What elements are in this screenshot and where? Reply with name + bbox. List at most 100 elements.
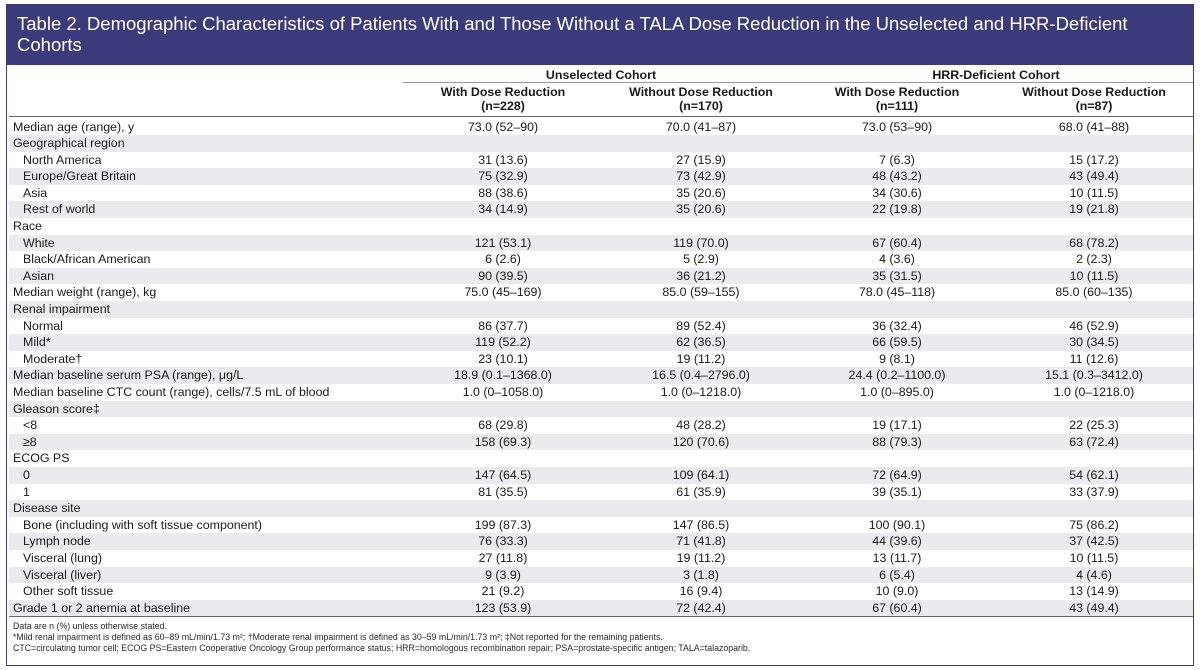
value-cell: 199 (87.3) [474,517,532,532]
value-cell: 66 (59.5) [799,334,995,351]
row-label: <8 [23,418,38,433]
value-cell: 37 (42.5) [995,533,1193,550]
value-cell: 1.0 (0–895.0) [860,385,934,399]
value-cell: 78.0 (45–118) [858,285,936,300]
row-label: 1 [23,484,30,499]
value-cell: 85.0 (59–155) [662,285,740,300]
value-cell: 120 (70.6) [603,433,799,451]
table-row: North America 31 (13.6) 27 (15.9) 7 (6.3) 15… [9,152,1193,169]
row-label: Asia [23,185,48,200]
table-row: Lymph node 76 (33.3) 71 (41.8) 44 (39.6) 37 … [9,533,1193,550]
value-cell: 10 (11.5) [1069,550,1119,565]
table-row: Grade 1 or 2 anemia at baseline 123 (53.9… [9,599,1193,618]
value-cell: 19 (11.2) [676,550,726,565]
value-cell: 6 (5.4) [799,566,995,584]
value-cell: 147 (64.5) [403,466,603,484]
value-cell: 54 (62.1) [995,466,1193,484]
value-cell: 11 (12.6) [1069,351,1119,366]
value-cell: 90 (39.5) [403,267,603,285]
value-cell: 147 (86.5) [672,517,730,532]
value-cell: 67 (60.4) [799,234,995,252]
value-cell: 21 (9.2) [481,584,525,599]
value-cell: 35 (20.6) [603,201,799,219]
value-cell [799,450,995,467]
table-row: ≥8 158 (69.3) 120 (70.6) 88 (79.3) 63 (72.4) [9,433,1193,451]
table-row: Normal 86 (37.7) 89 (52.4) 36 (32.4) 46 (52.… [9,318,1193,335]
value-cell: 119 (52.2) [403,334,603,351]
value-cell: 72 (64.9) [799,466,995,484]
value-cell [799,218,995,235]
value-cell: 81 (35.5) [478,484,528,499]
empty-header-cell [9,65,403,83]
category-label: Geographical region [9,135,403,152]
value-cell [403,500,603,517]
value-cell: 72 (42.4) [603,599,799,618]
row-label: Median baseline CTC count (range), cells… [13,385,330,399]
row-label: Visceral (liver) [9,566,403,584]
value-cell: 43 (49.4) [995,599,1193,618]
value-cell [403,450,603,467]
value-cell: 9 (8.1) [879,351,915,366]
value-cell: 31 (13.6) [478,152,528,167]
value-cell [603,500,799,517]
empty-header-cell [9,83,403,117]
value-cell: 123 (53.9) [403,599,603,618]
value-cell: 19 (11.2) [676,351,726,366]
table-row: Asian 90 (39.5) 36 (21.2) 35 (31.5) 10 (11.5… [9,267,1193,285]
value-cell: 23 (10.1) [478,351,528,366]
footnote: *Mild renal impairment is defined as 60–… [13,632,663,643]
table-frame: Table 2. Demographic Characteristics of … [6,4,1194,666]
table-row: Median weight (range), kg 75.0 (45–169) 85… [9,284,1193,301]
value-cell: 19 (17.1) [872,418,922,433]
table-row: Visceral (lung) 27 (11.8) 19 (11.2) 13 (11.… [9,550,1193,567]
value-cell: 2 (2.3) [1076,252,1112,267]
table-row: Visceral (liver) 9 (3.9) 3 (1.8) 6 (5.4) 4 (… [9,566,1193,584]
value-cell: 73.0 (53–90) [861,119,933,134]
column-header-n: (n=170) [679,99,723,113]
category-label: Gleason score‡ [9,400,403,418]
value-cell: 62 (36.5) [603,334,799,351]
category-label: ECOG PS [13,451,70,466]
table-row: Asia 88 (38.6) 35 (20.6) 34 (30.6) 10 (11.5) [9,185,1193,202]
value-cell: 10 (11.5) [1069,185,1119,200]
value-cell: 68 (78.2) [995,234,1193,252]
value-cell: 36 (21.2) [603,267,799,285]
table-title: Table 2. Demographic Characteristics of … [7,5,1193,65]
value-cell [995,450,1193,467]
value-cell: 10 (9.0) [875,584,919,599]
value-cell: 15.1 (0.3–3412.0) [995,367,1193,384]
row-label: Grade 1 or 2 anemia at baseline [9,599,403,618]
value-cell: 13 (14.9) [1069,584,1119,599]
table-row: Europe/Great Britain 75 (32.9) 73 (42.9) 48… [9,168,1193,185]
row-label: Median age (range), y [13,119,135,134]
value-cell: 67 (60.4) [799,599,995,618]
value-cell: 88 (79.3) [799,433,995,451]
value-cell: 27 (15.9) [676,152,726,167]
column-header-label: Without Dose Reduction [1022,85,1166,99]
row-label: Normal [23,318,63,333]
value-cell: 121 (53.1) [403,234,603,252]
table-body: Median age (range), y 73.0 (52–90) 70.0 (4… [9,119,1193,618]
value-cell: 75 (86.2) [1069,517,1119,532]
table-row: Median baseline serum PSA (range), μg/L 1… [9,367,1193,384]
value-cell [603,450,799,467]
table-row: Rest of world 34 (14.9) 35 (20.6) 22 (19.8)… [9,201,1193,219]
value-cell: 85.0 (60–135) [1055,285,1133,300]
value-cell: 13 (11.7) [872,550,922,565]
group-header-unselected: Unselected Cohort [403,65,799,83]
value-cell [995,218,1193,235]
table-row: Bone (including with soft tissue compone… [9,517,1193,534]
value-cell: 119 (70.0) [603,234,799,252]
value-cell: 4 (4.6) [995,566,1193,584]
table-row: Median baseline CTC count (range), cells… [9,384,1193,401]
value-cell: 35 (20.6) [676,185,726,200]
value-cell: 4 (3.6) [879,252,915,267]
value-cell [403,400,603,418]
row-label: 0 [9,466,403,484]
column-header: Without Dose Reduction (n=170) [603,83,799,117]
value-cell [799,400,995,418]
group-header-hrr-deficient: HRR-Deficient Cohort [799,65,1193,83]
category-row: Geographical region [9,135,1193,152]
value-cell: 100 (90.1) [868,517,926,532]
value-cell [995,400,1193,418]
